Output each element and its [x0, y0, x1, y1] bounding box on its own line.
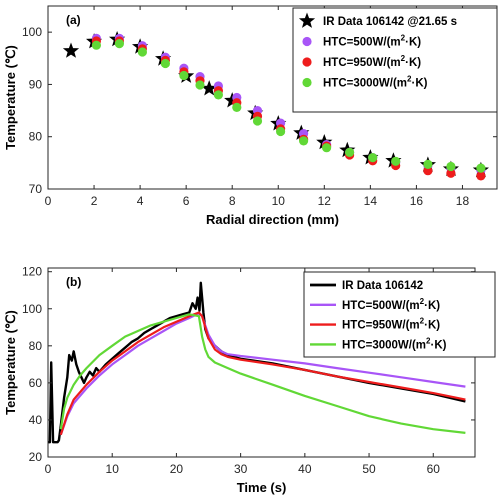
data-point	[368, 153, 378, 163]
data-point	[179, 70, 189, 81]
data-point	[114, 39, 124, 49]
y-tick-label: 90	[29, 77, 43, 91]
panel-label: (a)	[66, 13, 81, 27]
data-point	[213, 90, 223, 100]
x-tick-label: 14	[364, 194, 378, 208]
x-tick-label: 8	[229, 194, 236, 208]
y-tick-label: 60	[29, 376, 43, 390]
chart-panel-a: 0 2 4 6 8 10 12 14 16 18 70 80 90 100 Radial direction…	[3, 5, 498, 227]
data-point	[345, 147, 355, 157]
x-axis-label: Time (s)	[237, 480, 287, 495]
y-axis-label: Temperature (℃)	[3, 310, 18, 415]
data-point-star	[224, 92, 241, 108]
y-tick-label: 40	[29, 413, 43, 427]
x-tick-label: 0	[45, 194, 52, 208]
x-tick-label: 40	[298, 462, 312, 476]
data-point	[423, 166, 433, 176]
legend: IR Data 106142 HTC=500W/(m2·K) HTC=950W/(m…	[303, 271, 496, 358]
x-tick-label: 20	[170, 462, 184, 476]
legend-swatch	[302, 77, 312, 88]
series-line	[59, 313, 466, 434]
y-tick-label: 100	[22, 302, 42, 316]
legend-box	[303, 271, 496, 358]
legend-label: HTC=500W/(m2·K)	[323, 34, 421, 49]
data-point	[476, 171, 486, 181]
series-3	[91, 39, 486, 173]
x-axis-label: Radial direction (mm)	[206, 212, 339, 227]
legend-label: IR Data 106142 @21.65 s	[323, 16, 457, 28]
x-tick-label: 16	[410, 194, 424, 208]
y-tick-label: 20	[29, 450, 43, 464]
data-point	[160, 58, 170, 69]
panel-label: (b)	[66, 275, 81, 289]
data-point-star	[62, 42, 80, 58]
legend-label: HTC=500W/(m2·K)	[342, 297, 440, 312]
data-point	[252, 116, 263, 126]
data-point	[446, 161, 456, 172]
legend-box	[292, 7, 498, 113]
x-tick-label: 4	[137, 194, 144, 208]
legend-label: HTC=950W/(m2·K)	[323, 54, 421, 69]
x-tick-label: 10	[272, 194, 286, 208]
data-point	[195, 80, 205, 90]
y-tick-label: 70	[29, 182, 43, 196]
x-tick-label: 50	[362, 462, 376, 476]
y-tick-label: 80	[29, 130, 43, 144]
legend-swatch-star	[298, 12, 316, 28]
legend-swatch	[302, 36, 312, 47]
x-tick-label: 18	[456, 194, 470, 208]
y-tick-label: 80	[29, 339, 43, 353]
data-point	[423, 159, 433, 169]
y-tick-label: 120	[22, 265, 42, 279]
data-point-star	[201, 80, 218, 96]
legend-label: HTC=950W/(m2·K)	[342, 317, 440, 332]
series-3	[59, 313, 466, 434]
series-line	[59, 311, 466, 436]
data-point	[232, 102, 242, 112]
x-tick-label: 0	[45, 462, 52, 476]
legend-swatch	[302, 57, 312, 67]
chart-panel-b: 0 10 20 30 40 50 60 20 40 60 80 100 120 Time (s) Tempe…	[3, 265, 496, 495]
axes-box	[47, 267, 476, 458]
x-tick-label: 60	[427, 462, 441, 476]
y-tick-label: 100	[22, 25, 42, 39]
x-tick-label: 6	[183, 194, 190, 208]
x-tick-label: 2	[91, 194, 98, 208]
y-axis-label: Temperature (℃)	[3, 45, 18, 150]
x-tick-label: 10	[106, 462, 120, 476]
legend: IR Data 106142 @21.65 s HTC=500W/(m2·K) HT…	[292, 7, 498, 113]
data-point	[299, 136, 309, 146]
data-point	[446, 168, 456, 178]
data-point	[391, 156, 401, 166]
data-point	[137, 47, 147, 57]
x-tick-label: 30	[234, 462, 248, 476]
data-point	[276, 126, 286, 137]
legend-label: IR Data 106142	[342, 280, 423, 292]
data-point	[476, 163, 486, 173]
data-point	[322, 143, 332, 153]
legend-label: HTC=3000W/(m2·K)	[323, 75, 428, 90]
series-2	[59, 311, 466, 436]
legend-label: HTC=3000W/(m2·K)	[342, 336, 447, 351]
x-tick-label: 12	[318, 194, 332, 208]
data-point	[91, 40, 101, 50]
